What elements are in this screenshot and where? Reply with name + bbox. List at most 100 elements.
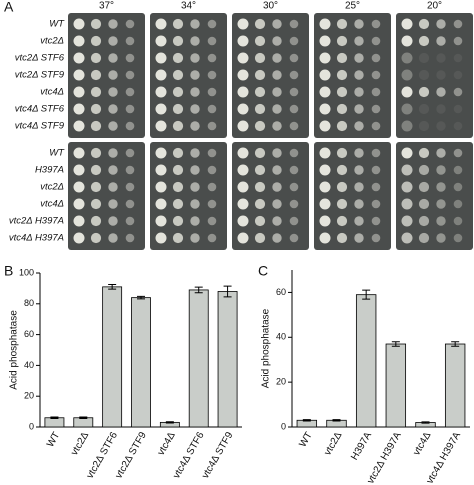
spot <box>254 52 266 64</box>
spot <box>401 147 413 159</box>
spot <box>401 120 413 132</box>
spot <box>207 19 217 29</box>
spot <box>207 36 217 46</box>
spot <box>190 148 200 158</box>
bar <box>73 417 94 428</box>
spot <box>90 120 102 132</box>
spot <box>73 147 85 159</box>
plate <box>68 13 145 138</box>
spot <box>336 120 348 132</box>
spot <box>401 103 413 115</box>
spot <box>336 164 348 176</box>
spot <box>207 53 217 63</box>
spot <box>354 70 364 80</box>
spot <box>155 232 167 244</box>
strain-label: WT <box>49 148 65 159</box>
spot <box>453 233 463 243</box>
spot <box>336 52 348 64</box>
x-tick-label: vtc4Δ <box>156 430 178 457</box>
spot <box>418 69 430 81</box>
spot <box>73 215 85 227</box>
spot <box>371 199 381 209</box>
y-tick-label: 40 <box>24 360 34 370</box>
plate <box>314 142 391 250</box>
spot <box>289 199 299 209</box>
spot <box>190 53 200 63</box>
y-tick-label: 20 <box>24 391 34 401</box>
spot <box>237 120 249 132</box>
spot <box>108 36 118 46</box>
spot <box>237 181 249 193</box>
x-tick-label: WT <box>297 430 314 449</box>
spot <box>354 87 364 97</box>
error-bar <box>391 341 400 347</box>
spot <box>436 165 446 175</box>
spot <box>371 19 381 29</box>
spot <box>401 232 413 244</box>
spot <box>319 103 331 115</box>
spot <box>272 148 282 158</box>
bar <box>385 343 407 428</box>
spot <box>237 103 249 115</box>
strain-label: vtc2Δ <box>40 36 64 47</box>
spot <box>436 87 446 97</box>
bar <box>217 291 238 428</box>
panel-label: A <box>4 0 14 15</box>
spot <box>401 198 413 210</box>
spot <box>190 87 200 97</box>
spot <box>453 216 463 226</box>
spot <box>418 215 430 227</box>
spot <box>289 53 299 63</box>
spot <box>190 104 200 114</box>
spot <box>90 181 102 193</box>
error-bar <box>108 284 117 290</box>
strain-label: vtc2Δ <box>40 182 64 193</box>
spot <box>289 36 299 46</box>
spot <box>108 121 118 131</box>
spot <box>73 198 85 210</box>
spot <box>453 36 463 46</box>
spot <box>90 86 102 98</box>
spot <box>73 232 85 244</box>
spot <box>371 148 381 158</box>
strain-label: vtc4Δ STF6 <box>15 104 65 115</box>
spot <box>371 70 381 80</box>
spot <box>436 53 446 63</box>
spot <box>336 18 348 30</box>
x-tick-label: H397A <box>349 430 374 462</box>
panel-label: B <box>4 263 13 279</box>
panel-label: C <box>258 263 268 279</box>
spot <box>90 147 102 159</box>
spot <box>436 104 446 114</box>
y-tick-label: 80 <box>24 298 34 308</box>
spot <box>336 103 348 115</box>
spot <box>254 147 266 159</box>
spot <box>272 216 282 226</box>
spot <box>155 103 167 115</box>
strain-label: H397A <box>35 165 64 176</box>
spot <box>336 69 348 81</box>
spot <box>254 120 266 132</box>
spot <box>453 104 463 114</box>
spot <box>207 121 217 131</box>
plate <box>150 142 227 250</box>
strain-label: vtc4Δ H397A <box>9 233 64 244</box>
spot <box>371 165 381 175</box>
spot <box>436 182 446 192</box>
spot <box>319 181 331 193</box>
spot <box>453 199 463 209</box>
spot <box>108 199 118 209</box>
spot <box>453 19 463 29</box>
spot <box>73 86 85 98</box>
strain-label: vtc2Δ STF9 <box>15 70 65 81</box>
spot <box>336 86 348 98</box>
temperature-label: 20° <box>427 1 442 12</box>
spot <box>289 148 299 158</box>
strain-label: WT <box>49 19 65 30</box>
spot <box>73 103 85 115</box>
spot <box>319 147 331 159</box>
spot <box>155 147 167 159</box>
y-tick-label: 60 <box>276 287 286 297</box>
spot <box>436 216 446 226</box>
spot <box>108 104 118 114</box>
